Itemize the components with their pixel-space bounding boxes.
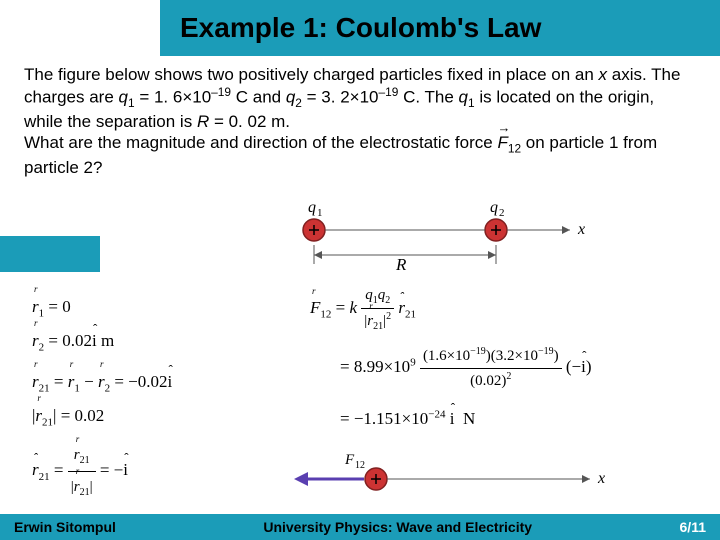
ask-text: What are the magnitude and direction of …: [24, 133, 497, 152]
svg-text:x: x: [577, 221, 585, 238]
res-exp: −24: [428, 408, 445, 420]
svg-text:1: 1: [317, 207, 323, 219]
k-exp: 9: [410, 356, 416, 368]
course-name: University Physics: Wave and Electricity: [263, 519, 532, 535]
page-title: Example 1: Coulomb's Law: [180, 12, 541, 44]
equations-left: r1 = 0 r2 = 0.02i m r21 = r1 − r2 = −0.0…: [32, 290, 172, 503]
R-value: 0. 02: [229, 112, 267, 131]
result: = −1.151×10: [340, 409, 428, 428]
svg-text:2: 2: [499, 207, 505, 219]
den: (0.02): [470, 373, 506, 389]
svg-text:x: x: [597, 470, 605, 487]
q2-exp: –19: [379, 85, 399, 99]
num1: (1.6×10: [423, 348, 470, 364]
q2-value: 3. 2: [321, 88, 349, 107]
title-bar: Example 1: Coulomb's Law: [160, 0, 720, 56]
num2: )(3.2×10: [486, 348, 538, 364]
eq-r21-val: = −0.02i: [114, 372, 172, 391]
q1-value: 1. 6: [154, 88, 182, 107]
eq-mag-r21: = 0.02: [61, 406, 105, 425]
svg-text:q: q: [308, 200, 316, 216]
eq-r1: = 0: [48, 297, 70, 316]
footer-bar: Erwin Sitompul University Physics: Wave …: [0, 514, 720, 540]
equations-right: F12 = k q1q2|r21|2 r21 = 8.99×109 (1.6×1…: [310, 284, 592, 432]
diagram-force: F⃗12 x: [290, 454, 630, 494]
eq-r2-unit: m: [101, 331, 114, 350]
accent-block: [0, 236, 100, 272]
svg-text:R: R: [395, 255, 407, 274]
author-name: Erwin Sitompul: [14, 519, 116, 535]
svg-text:q: q: [490, 200, 498, 216]
k-val: = 8.99×10: [340, 357, 410, 376]
eq-r2: = 0.02i: [48, 331, 96, 350]
text-intro: The figure below shows two positively ch…: [24, 65, 599, 84]
problem-statement: The figure below shows two positively ch…: [0, 56, 720, 178]
res-unit: N: [463, 409, 475, 428]
svg-text:12: 12: [355, 460, 365, 471]
diagram-two-charges: q1 q2 x R: [260, 200, 600, 280]
q1-exp: –19: [211, 85, 231, 99]
page-number: 6/11: [680, 519, 706, 535]
